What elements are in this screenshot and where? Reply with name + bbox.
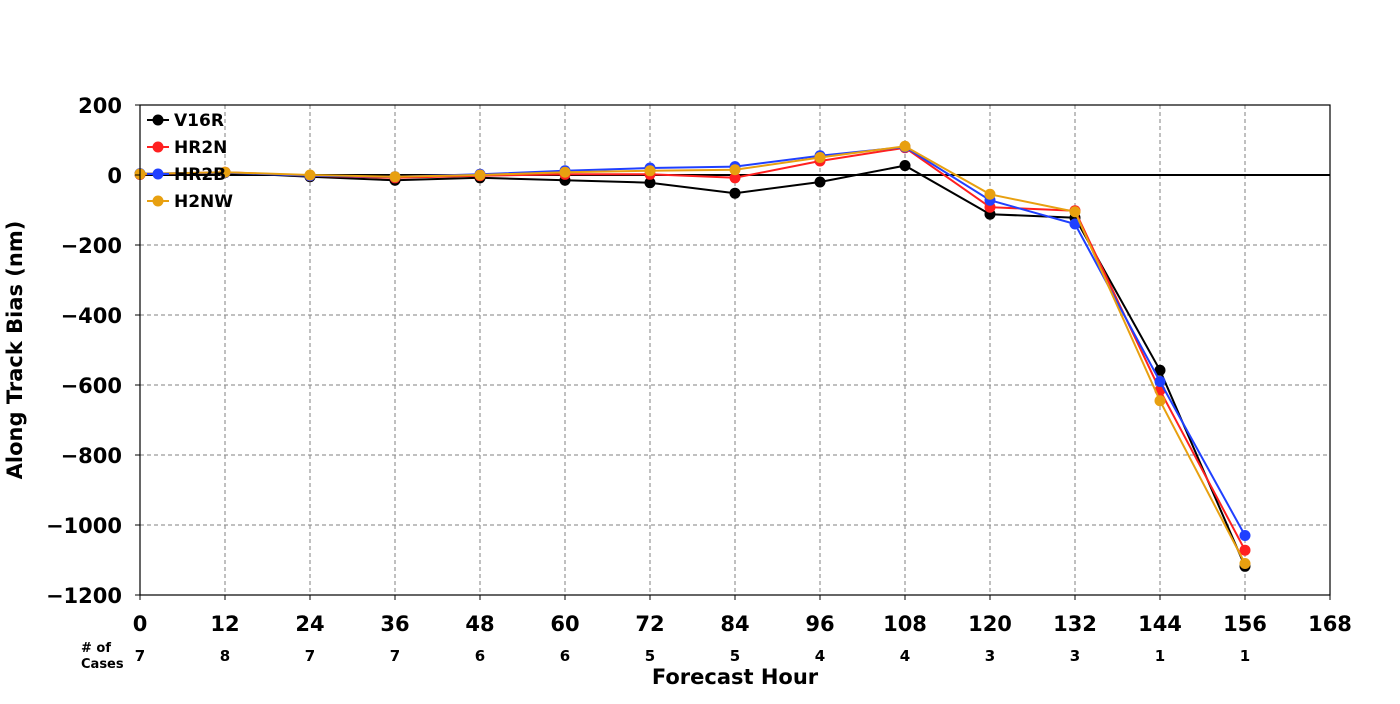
data-point-h2nw	[474, 169, 486, 181]
x-tick-label: 144	[1138, 612, 1182, 636]
data-point-h2nw	[899, 140, 911, 152]
case-count: 4	[815, 647, 825, 665]
case-count: 7	[390, 647, 400, 665]
data-point-v16r	[644, 177, 656, 189]
legend-label-v16r: V16R	[174, 111, 224, 131]
series-v16r	[134, 160, 1251, 572]
legend-marker-h2nw	[152, 195, 164, 207]
data-point-v16r	[1154, 364, 1166, 376]
legend-marker-v16r	[152, 114, 164, 126]
x-tick-label: 96	[805, 612, 834, 636]
x-tick-label: 72	[635, 612, 664, 636]
data-point-hr2n	[1239, 544, 1251, 556]
series-line-v16r	[139, 164, 1246, 567]
legend-marker-hr2b	[152, 168, 164, 180]
x-tick-label: 168	[1308, 612, 1352, 636]
data-point-h2nw	[389, 171, 401, 183]
data-point-v16r	[899, 160, 911, 172]
data-point-hr2b	[1154, 376, 1166, 387]
y-tick-labels: −1200 −1000 −800 −600 −400 −200 0 200	[46, 94, 140, 608]
legend-label-hr2b: HR2B	[174, 165, 226, 185]
data-point-hr2b	[1239, 530, 1251, 541]
legend: V16R HR2N HR2B H2NW	[147, 111, 233, 212]
case-count: 1	[1155, 647, 1165, 665]
y-axis-title: Along Track Bias (nm)	[3, 221, 27, 480]
series-line-hr2b	[139, 145, 1246, 536]
data-point-h2nw	[1069, 206, 1081, 218]
data-point-h2nw	[1239, 558, 1251, 569]
x-tick-label: 36	[380, 612, 409, 636]
legend-label-hr2n: HR2N	[174, 138, 227, 158]
x-axis-title: Forecast Hour	[652, 665, 819, 689]
case-count: 3	[1070, 647, 1080, 665]
y-tick-label: −600	[61, 374, 122, 398]
x-tick-label: 120	[968, 612, 1012, 636]
data-point-h2nw	[729, 164, 741, 176]
case-count: 8	[220, 647, 230, 665]
y-tick-label: −1200	[46, 584, 122, 608]
x-tick-label: 156	[1223, 612, 1267, 636]
series-line-h2nw	[139, 145, 1246, 564]
cases-header-line2: Cases	[81, 657, 124, 672]
case-count: 4	[900, 647, 910, 665]
series-layer	[134, 140, 1251, 572]
legend-marker-hr2n	[152, 141, 164, 153]
x-tick-label: 0	[133, 612, 148, 636]
data-point-h2nw	[984, 188, 996, 200]
case-count: 1	[1240, 647, 1250, 665]
series-hr2n	[134, 142, 1251, 556]
data-point-h2nw	[1154, 395, 1166, 407]
y-tick-label: −200	[61, 234, 122, 258]
data-point-v16r	[729, 187, 741, 199]
case-count: 6	[560, 647, 570, 665]
data-point-h2nw	[219, 166, 231, 178]
x-tick-label: 12	[210, 612, 239, 636]
series-h2nw	[134, 140, 1251, 569]
y-tick-label: −800	[61, 444, 122, 468]
cases-row: # of Cases 7 8 7 7 6 6 5 5 4 4 3 3 1 1	[81, 641, 1250, 672]
case-count: 5	[645, 647, 655, 665]
case-count: 6	[475, 647, 485, 665]
case-count: 5	[730, 647, 740, 665]
legend-label-h2nw: H2NW	[174, 192, 233, 212]
case-count: 7	[305, 647, 315, 665]
data-point-hr2b	[1069, 218, 1081, 230]
series-hr2b	[134, 141, 1251, 541]
x-tick-label: 60	[550, 612, 579, 636]
x-tick-label: 84	[720, 612, 749, 636]
x-tick-labels: 0 12 24 36 48 60 72 84 96 108 120 132 144 156 168	[133, 595, 1352, 636]
y-tick-label: 200	[78, 94, 122, 118]
data-point-v16r	[814, 176, 826, 188]
data-point-h2nw	[814, 152, 826, 163]
grid-layer	[140, 105, 1330, 595]
x-tick-label: 132	[1053, 612, 1097, 636]
x-tick-label: 108	[883, 612, 927, 636]
y-tick-label: −400	[61, 304, 122, 328]
y-tick-label: −1000	[46, 514, 122, 538]
y-tick-label: 0	[107, 164, 122, 188]
x-tick-label: 24	[295, 612, 324, 636]
case-count: 3	[985, 647, 995, 665]
data-point-h2nw	[304, 169, 316, 181]
x-tick-label: 48	[465, 612, 494, 636]
case-count: 7	[135, 647, 145, 665]
data-point-h2nw	[644, 165, 656, 177]
cases-header-line1: # of	[81, 641, 111, 656]
data-point-h2nw	[559, 166, 571, 178]
data-point-hr2n	[729, 172, 741, 184]
